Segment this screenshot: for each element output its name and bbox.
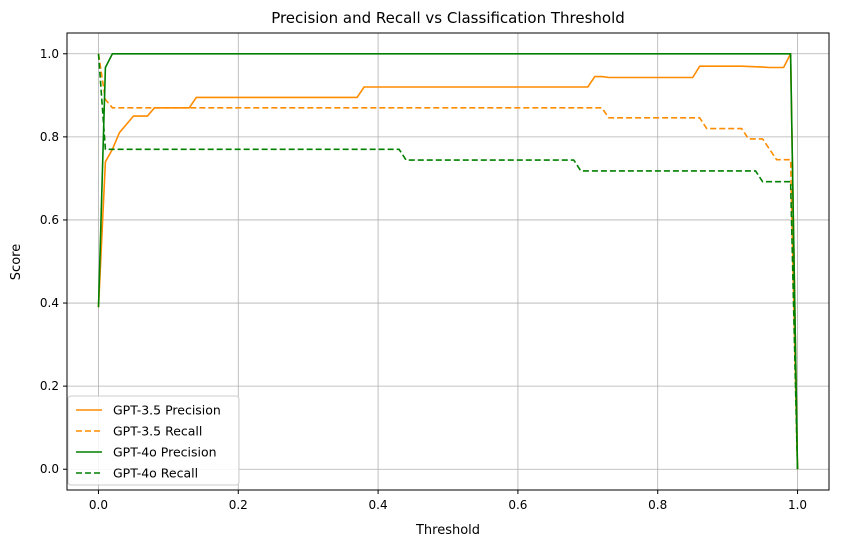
series-line-gpt-4o-recall [97, 53, 799, 470]
legend: GPT-3.5 Precision GPT-3.5 Recall GPT-4o Pr… [67, 395, 240, 486]
ticks: 0.0 0.2 0.4 0.6 0.8 1.0 0.0 0.2 0.4 0.6 0.8 1.0 [40, 47, 807, 512]
y-tick-label: 0.8 [40, 130, 59, 144]
chart-title: Precision and Recall vs Classification T… [271, 9, 625, 27]
x-axis-label: Threshold [415, 523, 480, 538]
x-tick-label: 0.4 [369, 498, 388, 512]
series-line-gpt-4o-precision [97, 52, 799, 470]
y-tick-label: 0.6 [40, 213, 59, 227]
y-tick-label: 0.4 [40, 296, 59, 310]
series-line-gpt-3-5-recall [97, 53, 799, 470]
x-tick-label: 0.8 [648, 498, 667, 512]
series-lines [97, 52, 799, 470]
x-tick-label: 0.0 [89, 498, 108, 512]
plot-frame [66, 32, 830, 491]
y-axis-label: Score [9, 244, 24, 280]
legend-box [67, 395, 240, 486]
legend-entry-label: GPT-4o Precision [113, 445, 217, 460]
y-tick-label: 1.0 [40, 47, 59, 61]
x-tick-label: 1.0 [788, 498, 807, 512]
x-tick-label: 0.6 [508, 498, 527, 512]
grid [67, 33, 829, 490]
legend-entry-label: GPT-3.5 Recall [113, 424, 202, 439]
legend-entry-label: GPT-3.5 Precision [113, 403, 221, 418]
x-tick-label: 0.2 [229, 498, 248, 512]
y-tick-label: 0.2 [40, 379, 59, 393]
legend-entry-label: GPT-4o Recall [113, 466, 198, 481]
y-tick-label: 0.0 [40, 462, 59, 476]
series-line-gpt-3-5-precision [97, 52, 799, 470]
